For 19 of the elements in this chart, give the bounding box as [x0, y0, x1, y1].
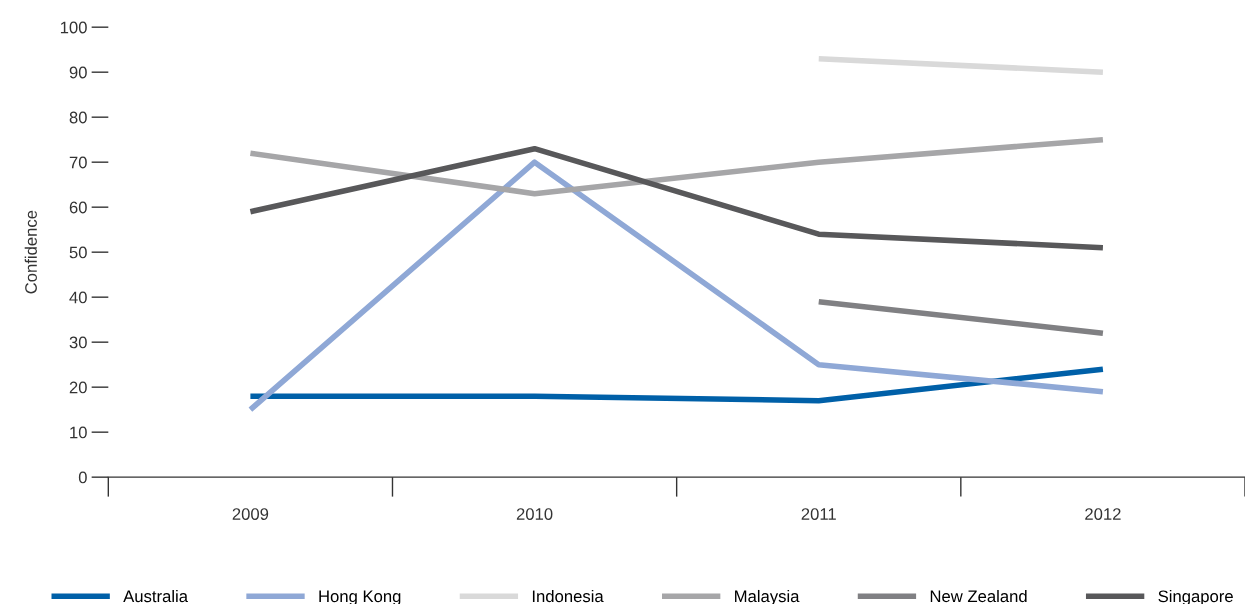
y-tick-label: 20 [69, 381, 87, 394]
x-tick-label: 2009 [232, 508, 269, 520]
x-tick-label: 2011 [801, 508, 836, 520]
y-tick-label: 100 [60, 21, 87, 34]
y-tick-label: 90 [69, 66, 87, 79]
y-tick-label: 30 [69, 336, 87, 349]
legend-label: New Zealand [930, 589, 1027, 603]
legend-label: Australia [123, 589, 189, 603]
x-tick-label: 2010 [516, 508, 553, 520]
x-tick-label: 2012 [1085, 508, 1121, 520]
legend-label: Indonesia [532, 589, 604, 603]
y-tick-label: 80 [69, 111, 87, 124]
y-tick-label: 10 [70, 426, 87, 439]
y-tick-label: 50 [69, 246, 87, 259]
y-axis-title: Confidence [24, 210, 37, 294]
y-tick-label: 60 [69, 201, 87, 214]
y-tick-label: 0 [78, 471, 87, 484]
y-tick-label: 40 [69, 291, 87, 304]
y-tick-label: 70 [69, 156, 87, 169]
